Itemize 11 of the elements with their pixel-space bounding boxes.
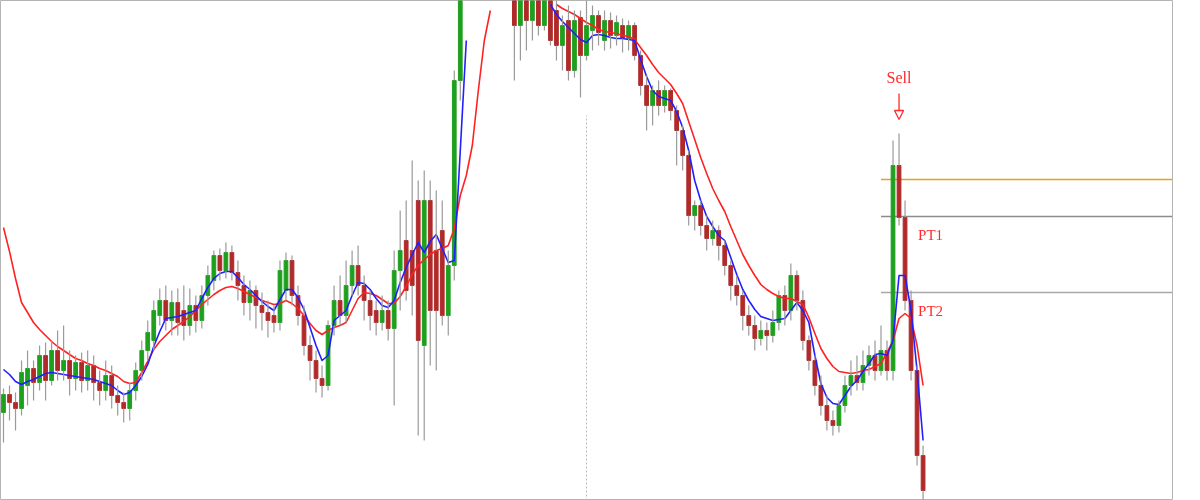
ref-line-label: PT2 <box>918 302 944 319</box>
ref-line-label: PT1 <box>918 226 944 243</box>
candlestick <box>331 284 337 337</box>
candlestick <box>217 247 223 282</box>
candlestick <box>421 169 427 442</box>
candlestick <box>289 254 295 307</box>
candlestick <box>223 241 229 280</box>
annotation: Sell <box>886 69 913 86</box>
candlestick <box>229 244 235 282</box>
candlestick <box>337 274 343 327</box>
candlestick <box>890 139 896 382</box>
